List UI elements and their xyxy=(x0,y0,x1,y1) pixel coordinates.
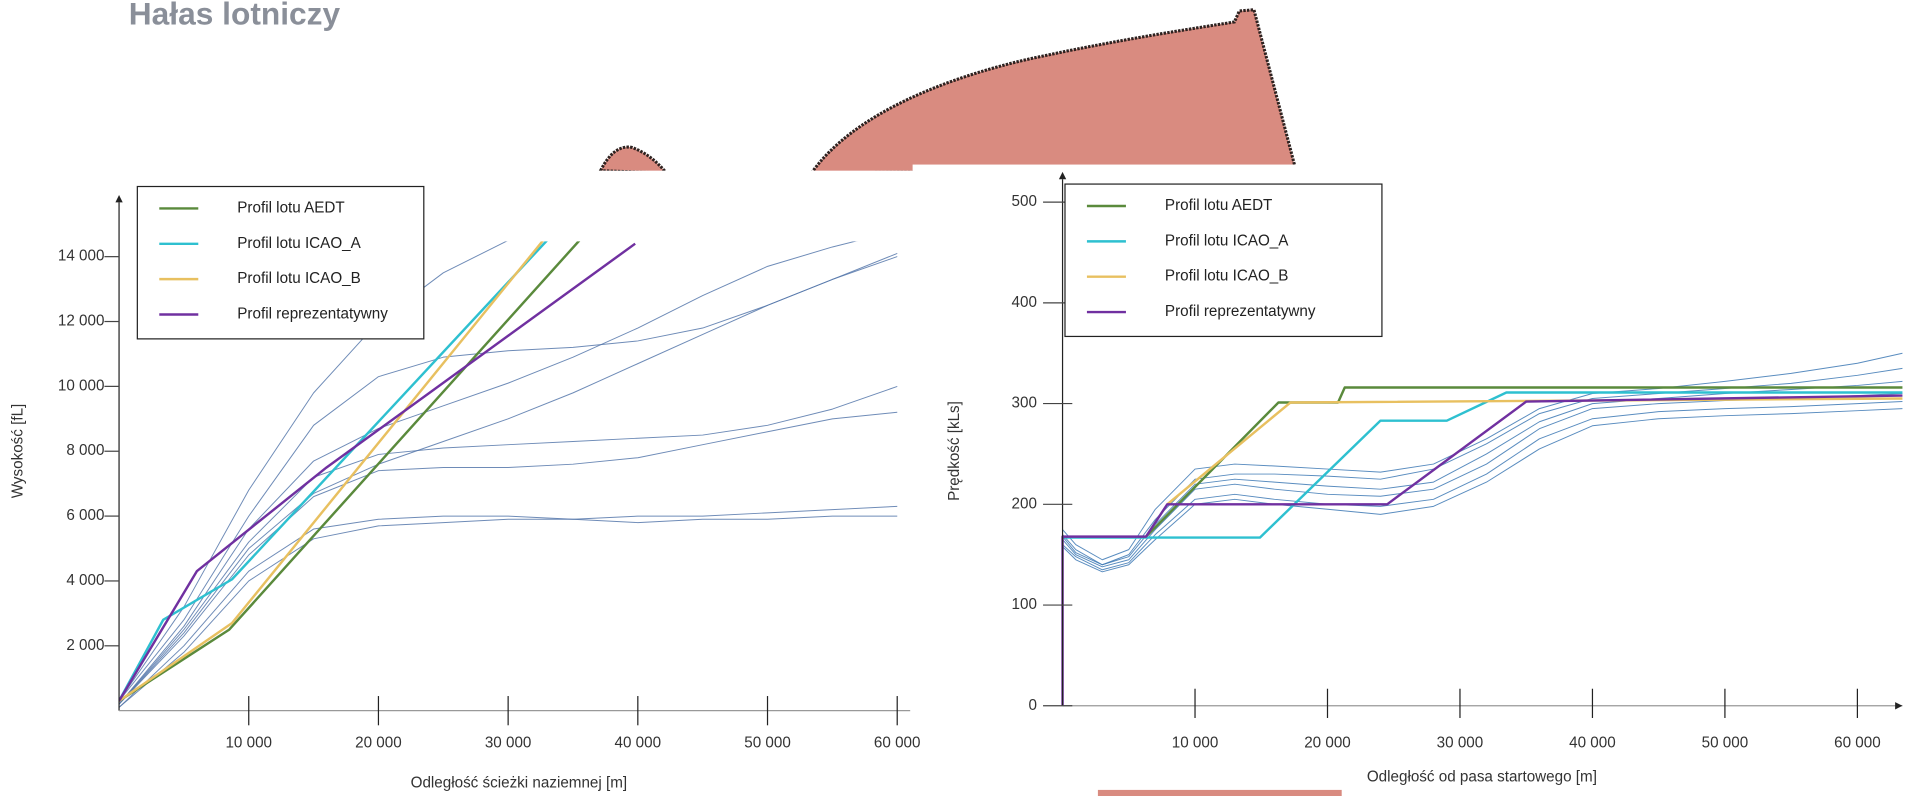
y-tick-label: 4 000 xyxy=(66,572,104,589)
x-tick-label: 50 000 xyxy=(744,735,791,752)
legend-label: Profil lotu AEDT xyxy=(237,199,344,216)
flight-track xyxy=(1062,408,1903,573)
flight-track xyxy=(119,505,898,708)
noise-contour xyxy=(808,8,1298,175)
y-axis-title: Wysokość [fL] xyxy=(10,404,27,499)
flight-track xyxy=(1062,401,1903,571)
x-tick-label: 60 000 xyxy=(1834,735,1881,752)
axis-arrow xyxy=(1058,171,1067,180)
y-tick-label: 0 xyxy=(1028,697,1036,714)
axis-arrow xyxy=(1895,702,1903,710)
axis-arrow xyxy=(115,195,123,203)
x-tick-label: 50 000 xyxy=(1702,735,1749,752)
flight-track xyxy=(119,515,898,708)
y-tick-label: 2 000 xyxy=(66,637,104,654)
legend-label: Profil lotu ICAO_B xyxy=(1165,268,1289,285)
noise-contour xyxy=(1097,789,1342,796)
flight-track xyxy=(1062,352,1903,561)
y-tick-label: 200 xyxy=(1012,495,1037,512)
flight-track xyxy=(119,241,508,702)
y-axis-title: Prędkość [kLs] xyxy=(946,401,963,501)
y-tick-label: 6 000 xyxy=(66,507,104,524)
legend-label: Profil lotu ICAO_A xyxy=(237,235,361,252)
x-tick-label: 40 000 xyxy=(1569,735,1616,752)
plot-area xyxy=(1061,352,1903,706)
x-axis-title: Odległość ścieżki naziemnej [m] xyxy=(411,774,628,791)
x-tick-label: 10 000 xyxy=(1172,735,1219,752)
x-tick-label: 30 000 xyxy=(1437,735,1484,752)
y-tick-label: 14 000 xyxy=(58,248,105,265)
slide-title: Hałas lotniczy xyxy=(129,0,341,31)
profile-line xyxy=(119,242,636,702)
y-tick-label: 300 xyxy=(1012,395,1037,412)
noise-contour xyxy=(598,145,670,175)
y-tick-label: 100 xyxy=(1012,596,1037,613)
x-axis-title: Odległość od pasa startowego [m] xyxy=(1367,768,1597,785)
legend-label: Profil lotu AEDT xyxy=(1165,197,1272,214)
profile-line xyxy=(119,241,548,702)
x-tick-label: 20 000 xyxy=(355,735,402,752)
y-tick-label: 400 xyxy=(1012,294,1037,311)
legend-label: Profil reprezentatywny xyxy=(237,306,388,323)
plot-area xyxy=(119,241,898,708)
profile-line xyxy=(119,241,544,702)
legend-label: Profil lotu ICAO_B xyxy=(237,270,361,287)
y-tick-label: 12 000 xyxy=(58,313,105,330)
x-tick-label: 10 000 xyxy=(225,735,272,752)
y-tick-label: 10 000 xyxy=(58,377,105,394)
x-tick-label: 60 000 xyxy=(874,735,921,752)
x-tick-label: 20 000 xyxy=(1304,735,1351,752)
flight-track xyxy=(119,252,898,705)
flight-track xyxy=(119,385,898,705)
x-tick-label: 30 000 xyxy=(485,735,532,752)
flight-track xyxy=(119,411,898,705)
profile-line xyxy=(1062,391,1903,539)
legend-label: Profil lotu ICAO_A xyxy=(1165,232,1289,249)
legend-label: Profil reprezentatywny xyxy=(1165,303,1316,320)
y-tick-label: 500 xyxy=(1012,193,1037,210)
y-tick-label: 8 000 xyxy=(66,442,104,459)
x-tick-label: 40 000 xyxy=(615,735,662,752)
